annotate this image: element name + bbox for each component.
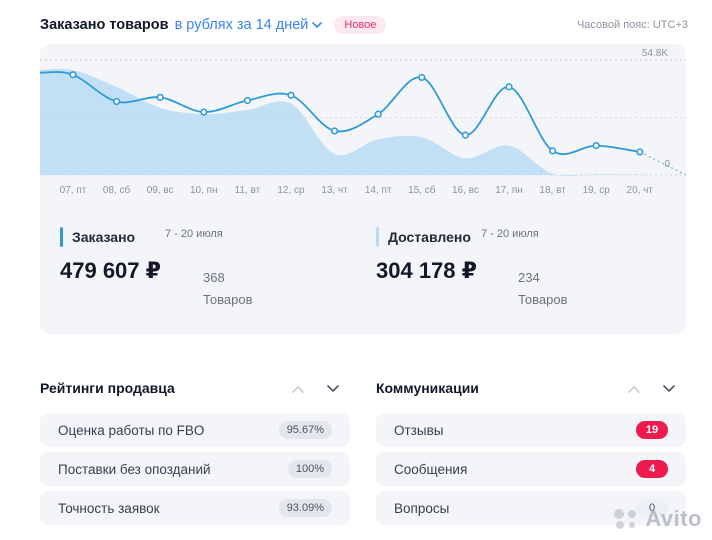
ratings-collapse-button[interactable]	[290, 381, 306, 397]
series-line-tail	[639, 151, 686, 176]
rating-label: Точность заявок	[58, 500, 160, 516]
messages-count-badge: 4	[636, 460, 668, 478]
data-point-3	[200, 108, 208, 116]
communications-expand-button[interactable]	[661, 381, 677, 397]
data-point-13	[636, 148, 644, 156]
ordered-label: Заказано	[72, 229, 136, 245]
delivered-count: 234	[518, 270, 540, 285]
rating-row-delivery[interactable]: Поставки без опозданий 100%	[40, 452, 350, 486]
reviews-count-badge: 19	[636, 421, 668, 439]
period-label: в рублях за 14 дней	[174, 17, 309, 33]
delivered-unit: Товаров	[518, 292, 568, 307]
x-tick-label: 08, сб	[103, 184, 131, 196]
rating-label: Оценка работы по FBO	[58, 422, 205, 438]
avito-watermark: Avito	[611, 506, 702, 532]
chevron-up-icon	[628, 385, 640, 393]
x-tick-label: 15, сб	[408, 184, 436, 196]
ordered-color-bar	[60, 227, 63, 247]
timezone-label: Часовой пояс: UTC+3	[576, 19, 688, 31]
communications-collapse-button[interactable]	[626, 381, 642, 397]
x-tick-label: 07, пт	[60, 185, 87, 196]
rating-row-accuracy[interactable]: Точность заявок 93.09%	[40, 491, 350, 525]
series-area-delivered	[40, 68, 686, 176]
x-tick-label: 16, вс	[452, 185, 479, 196]
questions-count-badge: 0	[636, 499, 668, 517]
x-tick-label: 12, ср	[277, 185, 305, 196]
comm-label: Сообщения	[394, 461, 468, 477]
delivered-dates: 7 - 20 июля	[481, 228, 539, 240]
ordered-count: 368	[203, 270, 225, 285]
rating-value: 100%	[287, 460, 332, 478]
comm-label: Отзывы	[394, 422, 444, 438]
x-tick-label: 11, вт	[235, 185, 261, 196]
data-point-0	[69, 71, 77, 79]
chevron-down-icon	[327, 385, 339, 393]
delivered-amount: 304 178 ₽	[376, 258, 477, 283]
data-point-10	[505, 83, 513, 91]
comm-row-reviews[interactable]: Отзывы 19	[376, 413, 686, 447]
x-tick-label: 10, пн	[190, 185, 218, 196]
ordered-dates: 7 - 20 июля	[165, 228, 223, 240]
ratings-expand-button[interactable]	[325, 381, 341, 397]
new-badge: Новое	[334, 16, 387, 34]
data-point-5	[287, 91, 295, 99]
rating-value: 93.09%	[278, 499, 332, 517]
data-point-2	[156, 93, 164, 101]
x-tick-label: 18, вт	[539, 185, 566, 196]
period-dropdown[interactable]: в рублях за 14 дней	[175, 17, 323, 33]
data-point-9	[461, 131, 470, 139]
watermark-text: Avito	[645, 506, 702, 531]
ratings-title: Рейтинги продавца	[40, 380, 175, 396]
delivered-color-bar	[376, 227, 379, 247]
x-tick-label: 20, чт	[627, 185, 654, 196]
x-tick-label: 19, ср	[583, 185, 611, 196]
chevron-down-icon	[312, 21, 323, 28]
data-point-11	[548, 147, 557, 155]
stat-delivered: Доставлено 7 - 20 июля 304 178 ₽ 234 Тов…	[376, 226, 676, 316]
chevron-up-icon	[292, 385, 304, 393]
series-line-ordered	[40, 71, 640, 156]
comm-row-questions[interactable]: Вопросы 0	[376, 491, 686, 525]
delivered-label: Доставлено	[388, 229, 471, 245]
rating-row-fbo[interactable]: Оценка работы по FBO 95.67%	[40, 413, 350, 447]
x-tick-label: 09, вс	[147, 185, 174, 196]
data-point-6	[331, 127, 339, 135]
data-point-4	[243, 96, 251, 105]
chart-header: Заказано товаров в рублях за 14 дней Нов…	[40, 14, 688, 36]
orders-chart-card: 07, пт 08, сб 09, вс 10, пн 11, вт 12, ср 13, …	[40, 44, 686, 334]
x-tick-label: 13, чт	[321, 185, 348, 196]
stat-ordered: Заказано 7 - 20 июля 479 607 ₽ 368 Товар…	[60, 226, 360, 316]
data-point-7	[374, 110, 382, 118]
avito-logo-icon	[614, 509, 637, 529]
data-point-12	[592, 142, 600, 150]
comm-row-messages[interactable]: Сообщения 4	[376, 452, 686, 486]
rating-label: Поставки без опозданий	[58, 461, 211, 477]
data-point-1	[112, 97, 121, 106]
x-tick-label: 14, пт	[365, 185, 392, 196]
rating-value: 95.67%	[278, 421, 332, 439]
data-point-8	[418, 73, 426, 82]
orders-chart: 07, пт 08, сб 09, вс 10, пн 11, вт 12, ср 13, …	[40, 48, 686, 196]
x-tick-label: 17, пн	[495, 185, 523, 196]
ordered-amount: 479 607 ₽	[60, 258, 161, 283]
ordered-unit: Товаров	[203, 292, 253, 307]
comm-label: Вопросы	[394, 500, 450, 516]
chevron-down-icon	[663, 385, 675, 393]
communications-title: Коммуникации	[376, 380, 479, 396]
y-zero-label: 0	[664, 159, 670, 170]
y-max-label: 54.8K	[642, 48, 668, 59]
chart-title: Заказано товаров	[40, 17, 169, 33]
